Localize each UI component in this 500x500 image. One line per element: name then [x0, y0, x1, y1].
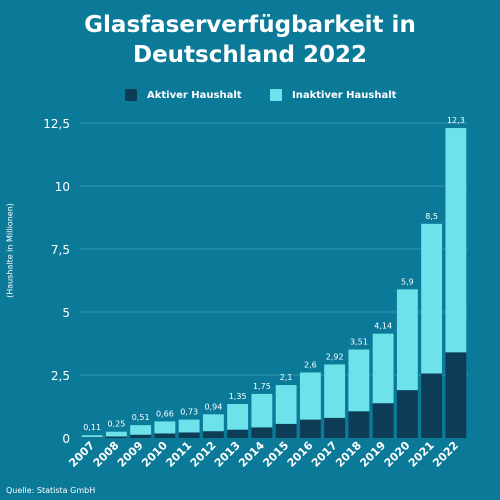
data-label: 0,94: [204, 402, 222, 411]
data-label: 12,3: [447, 116, 465, 125]
data-label: 1,35: [229, 392, 247, 401]
x-tick-label: 2017: [309, 439, 340, 470]
bar-inactive: [251, 393, 273, 428]
source-note: Quelle: Statista GmbH: [6, 486, 96, 495]
x-tick-label: 2020: [382, 439, 413, 470]
bar-inactive: [372, 333, 394, 404]
data-label: 2,1: [280, 373, 293, 382]
x-tick-label: 2016: [285, 439, 316, 470]
bar-inactive: [396, 289, 418, 391]
data-label: 2,92: [326, 352, 344, 361]
data-label: 0,51: [132, 413, 150, 422]
x-tick-label: 2007: [66, 439, 97, 470]
legend-label-inactive: Inaktiver Haushalt: [292, 89, 397, 101]
bar-inactive: [445, 128, 467, 353]
x-tick-label: 2014: [236, 439, 267, 470]
data-label: 5,9: [401, 277, 414, 286]
x-tick-label: 2008: [91, 439, 122, 470]
data-label: 0,25: [107, 420, 125, 429]
bar-inactive: [324, 364, 346, 418]
y-tick-label: 5: [62, 306, 70, 320]
legend-swatch-active: [125, 89, 137, 101]
y-tick-label: 7,5: [51, 243, 70, 257]
bar-active: [324, 417, 346, 438]
bar-active: [421, 373, 443, 438]
bar-active: [105, 436, 127, 438]
bar-inactive: [202, 414, 224, 432]
data-label: 8,5: [425, 212, 438, 221]
data-label: 0,66: [156, 409, 174, 418]
data-label: 1,75: [253, 382, 271, 391]
bar-active: [178, 432, 200, 438]
bar-inactive: [81, 435, 103, 438]
bar-inactive: [130, 425, 152, 435]
bar-inactive: [421, 223, 443, 374]
bar-active: [130, 434, 152, 438]
x-tick-label: 2018: [333, 439, 364, 470]
bar-active: [445, 352, 467, 438]
legend: Aktiver Haushalt Inaktiver Haushalt: [0, 89, 500, 105]
data-label: 0,73: [180, 408, 198, 417]
data-label: 2,6: [304, 360, 317, 369]
bar-active: [396, 390, 418, 438]
bar-inactive: [299, 372, 321, 420]
bar-inactive: [178, 419, 200, 433]
bar-active: [275, 423, 297, 438]
bar-active: [154, 433, 176, 438]
bar-inactive: [227, 403, 249, 430]
bar-active: [202, 431, 224, 438]
x-tick-label: 2012: [188, 439, 219, 470]
legend-swatch-inactive: [270, 89, 282, 101]
data-label: 0,11: [83, 423, 101, 432]
y-tick-label: 0: [62, 432, 70, 446]
x-tick-label: 2009: [115, 439, 146, 470]
chart-title-line-1: Glasfaserverfügbarkeit in: [84, 12, 416, 38]
bar-inactive: [275, 385, 297, 424]
x-tick-label: 2011: [163, 439, 194, 470]
data-label: 3,51: [350, 338, 368, 347]
x-tick-label: 2015: [260, 439, 291, 470]
x-tick-label: 2010: [139, 439, 170, 470]
x-tick-label: 2019: [357, 439, 388, 470]
x-tick-label: 2021: [406, 439, 437, 470]
chart-title-line-2: Deutschland 2022: [132, 42, 368, 68]
bar-active: [81, 437, 103, 438]
x-tick-label: 2022: [430, 439, 461, 470]
y-tick-label: 10: [55, 180, 70, 194]
legend-label-active: Aktiver Haushalt: [147, 89, 242, 101]
bar-active: [348, 411, 370, 438]
bar-active: [372, 403, 394, 438]
bar-active: [251, 427, 273, 438]
bar-active: [227, 429, 249, 438]
bar-inactive: [105, 431, 127, 437]
legend-item-inactive: Inaktiver Haushalt: [270, 89, 396, 101]
data-label: 4,14: [374, 322, 392, 331]
y-tick-label: 12,5: [43, 117, 70, 131]
bar-inactive: [154, 421, 176, 434]
x-tick-label: 2013: [212, 439, 243, 470]
legend-item-active: Aktiver Haushalt: [125, 89, 242, 101]
bar-inactive: [348, 349, 370, 412]
chart-title: Glasfaserverfügbarkeit in Deutschland 20…: [0, 10, 500, 70]
y-tick-label: 2,5: [51, 369, 70, 383]
bar-active: [299, 419, 321, 438]
